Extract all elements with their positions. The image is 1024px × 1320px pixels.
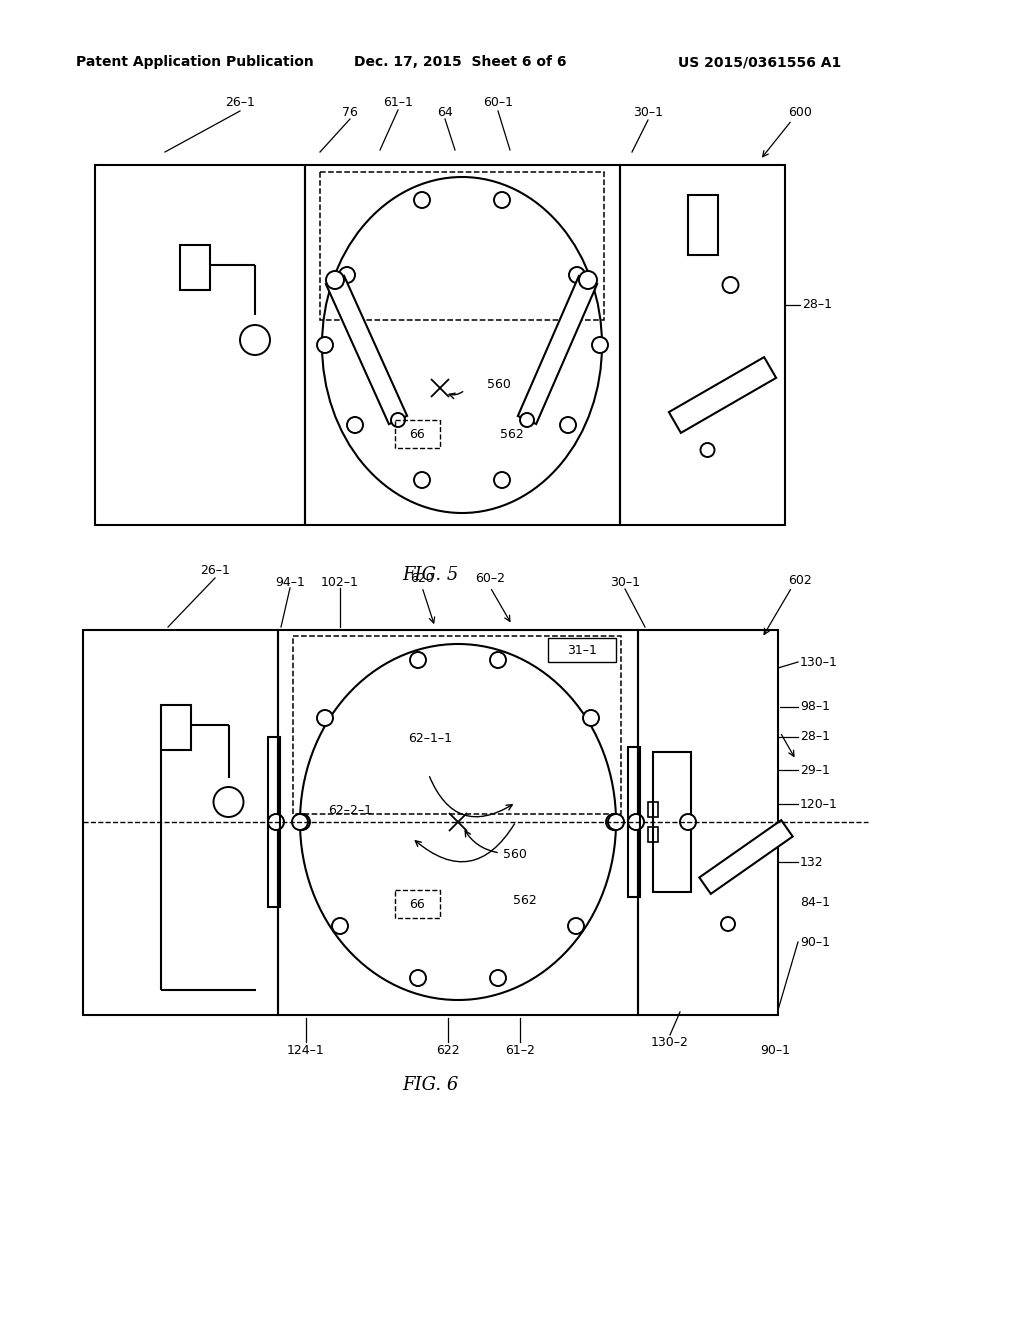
Text: 90–1: 90–1 xyxy=(800,936,830,949)
Text: 620: 620 xyxy=(411,572,434,585)
Circle shape xyxy=(332,917,348,935)
Circle shape xyxy=(339,267,355,282)
Text: 102–1: 102–1 xyxy=(322,576,359,589)
Bar xyxy=(268,737,280,907)
Circle shape xyxy=(414,191,430,209)
Text: 84–1: 84–1 xyxy=(800,895,830,908)
Text: 62–2–1: 62–2–1 xyxy=(328,804,372,817)
Circle shape xyxy=(292,814,308,830)
Text: Patent Application Publication: Patent Application Publication xyxy=(76,55,314,69)
Text: 60–1: 60–1 xyxy=(483,96,513,110)
Bar xyxy=(648,828,658,842)
Circle shape xyxy=(294,814,310,830)
Text: 602: 602 xyxy=(788,573,812,586)
Circle shape xyxy=(568,917,584,935)
Text: 26–1: 26–1 xyxy=(225,96,255,110)
Text: 130–2: 130–2 xyxy=(651,1036,689,1049)
Bar xyxy=(638,630,778,1015)
Circle shape xyxy=(608,814,624,830)
Circle shape xyxy=(414,473,430,488)
Circle shape xyxy=(723,277,738,293)
Text: Dec. 17, 2015  Sheet 6 of 6: Dec. 17, 2015 Sheet 6 of 6 xyxy=(353,55,566,69)
Circle shape xyxy=(494,473,510,488)
Text: 60–2: 60–2 xyxy=(475,572,505,585)
Text: 66: 66 xyxy=(410,898,425,911)
Text: 26–1: 26–1 xyxy=(200,564,230,577)
Polygon shape xyxy=(699,820,793,894)
Text: 30–1: 30–1 xyxy=(633,107,663,120)
Text: FIG. 6: FIG. 6 xyxy=(401,1076,458,1094)
Circle shape xyxy=(721,917,735,931)
Bar xyxy=(95,165,305,525)
Bar xyxy=(161,705,190,750)
Circle shape xyxy=(326,271,344,289)
Bar xyxy=(319,172,604,319)
Bar xyxy=(293,636,621,814)
Circle shape xyxy=(410,970,426,986)
Text: 600: 600 xyxy=(788,107,812,120)
Text: 622: 622 xyxy=(436,1044,460,1056)
Circle shape xyxy=(494,191,510,209)
Bar xyxy=(83,630,278,1015)
Text: 90–1: 90–1 xyxy=(760,1044,790,1056)
Circle shape xyxy=(317,337,333,352)
Text: 29–1: 29–1 xyxy=(800,763,829,776)
Text: 98–1: 98–1 xyxy=(800,701,830,714)
Text: 28–1: 28–1 xyxy=(800,730,830,743)
Bar xyxy=(395,420,440,447)
Circle shape xyxy=(583,710,599,726)
Circle shape xyxy=(569,267,585,282)
Circle shape xyxy=(213,787,244,817)
Text: 62–1–1: 62–1–1 xyxy=(408,731,452,744)
Bar xyxy=(395,890,440,917)
Circle shape xyxy=(628,814,644,830)
Text: 124–1: 124–1 xyxy=(287,1044,325,1056)
Text: 30–1: 30–1 xyxy=(610,576,640,589)
Text: 28–1: 28–1 xyxy=(802,298,831,312)
Circle shape xyxy=(490,652,506,668)
Circle shape xyxy=(268,814,284,830)
Bar xyxy=(653,752,691,892)
Circle shape xyxy=(700,444,715,457)
Circle shape xyxy=(317,710,333,726)
Polygon shape xyxy=(326,276,408,424)
Circle shape xyxy=(410,652,426,668)
Circle shape xyxy=(520,413,534,426)
Bar xyxy=(548,638,616,663)
Polygon shape xyxy=(669,358,776,433)
Text: 560: 560 xyxy=(487,379,511,392)
Polygon shape xyxy=(518,276,597,424)
Text: 76: 76 xyxy=(342,107,358,120)
Circle shape xyxy=(680,814,696,830)
Text: 132: 132 xyxy=(800,855,823,869)
Text: US 2015/0361556 A1: US 2015/0361556 A1 xyxy=(678,55,842,69)
Text: 562: 562 xyxy=(500,429,523,441)
Circle shape xyxy=(592,337,608,352)
Bar xyxy=(305,165,620,525)
Circle shape xyxy=(490,970,506,986)
Circle shape xyxy=(240,325,270,355)
Text: 130–1: 130–1 xyxy=(800,656,838,668)
Text: 61–1: 61–1 xyxy=(383,96,413,110)
Text: 64: 64 xyxy=(437,107,453,120)
Text: 66: 66 xyxy=(410,428,425,441)
Text: 562: 562 xyxy=(513,894,537,907)
Circle shape xyxy=(579,271,597,289)
Text: 31–1: 31–1 xyxy=(567,644,597,656)
Text: 560: 560 xyxy=(503,849,527,862)
Bar xyxy=(648,803,658,817)
Bar xyxy=(620,165,785,525)
Bar xyxy=(180,246,210,290)
Text: FIG. 5: FIG. 5 xyxy=(401,566,458,583)
Circle shape xyxy=(606,814,622,830)
Text: 61–2: 61–2 xyxy=(505,1044,535,1056)
Text: 120–1: 120–1 xyxy=(800,797,838,810)
Bar xyxy=(628,747,640,898)
Bar xyxy=(687,195,718,255)
Text: 94–1: 94–1 xyxy=(275,576,305,589)
Circle shape xyxy=(560,417,575,433)
Circle shape xyxy=(391,413,406,426)
Bar xyxy=(278,630,638,1015)
Circle shape xyxy=(347,417,362,433)
